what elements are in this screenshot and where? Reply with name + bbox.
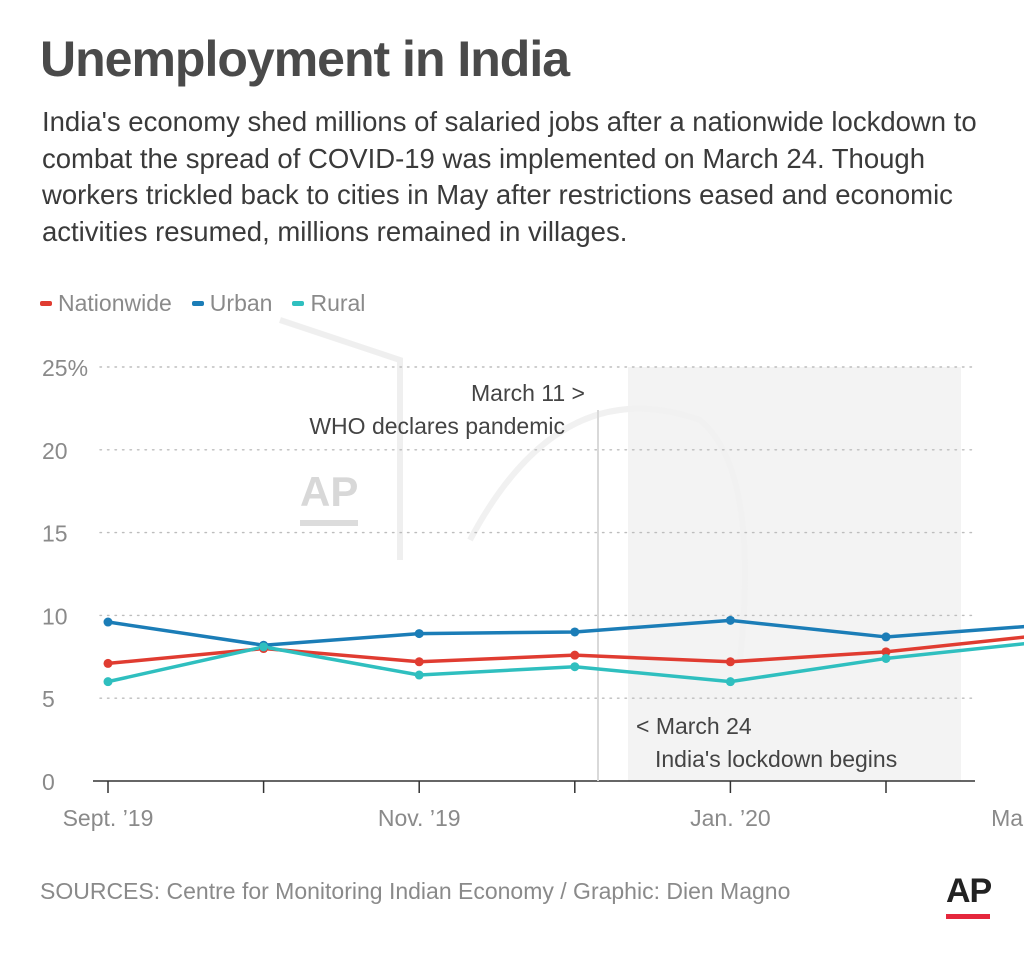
ap-logo-text: AP: [946, 872, 992, 910]
y-tick-label: 0: [42, 769, 55, 795]
source-note: SOURCES: Centre for Monitoring Indian Ec…: [40, 878, 791, 904]
data-point-urban: [103, 617, 113, 627]
data-point-rural: [259, 642, 269, 652]
ap-logo: AP: [946, 872, 992, 919]
chart-subtitle: India's economy shed millions of salarie…: [42, 106, 977, 247]
y-tick-label: 10: [42, 603, 68, 629]
watermark-stroke: [279, 317, 403, 560]
series-line-nationwide: [106, 635, 1024, 666]
y-tick-label: 20: [42, 438, 68, 464]
data-point-rural: [103, 677, 113, 687]
watermark-ap-bar: [300, 520, 358, 526]
x-tick-label: Nov. ’19: [378, 805, 461, 831]
y-tick-label: 25%: [42, 355, 88, 381]
legend-item-nationwide: Nationwide: [40, 290, 172, 317]
y-tick-label: 5: [42, 686, 55, 712]
annotation-march-24-date: < March 24: [636, 713, 752, 739]
data-point-urban: [881, 632, 891, 642]
data-point-nationwide: [414, 657, 424, 667]
legend-label-rural: Rural: [310, 290, 366, 316]
data-point-urban: [414, 629, 424, 639]
ap-logo-bar: [946, 914, 990, 919]
data-point-rural: [725, 677, 735, 687]
legend-item-urban: Urban: [191, 290, 273, 317]
data-point-rural: [881, 653, 891, 663]
legend-swatch-urban: [191, 301, 204, 306]
x-tick-label: March ’20: [991, 805, 1024, 831]
x-tick-label: Sept. ’19: [63, 805, 154, 831]
x-tick-label: Jan. ’20: [690, 805, 771, 831]
watermark-ap-text: AP: [300, 468, 358, 515]
watermark-arc: [467, 405, 748, 661]
data-point-nationwide: [881, 647, 891, 657]
legend-item-rural: Rural: [292, 290, 365, 317]
legend-swatch-nationwide: [40, 301, 52, 306]
legend-label-urban: Urban: [209, 290, 273, 316]
chart-title: Unemployment in India: [40, 31, 570, 87]
annotation-march-11-date: March 11 >: [471, 380, 585, 406]
data-point-urban: [725, 615, 735, 625]
y-tick-label: 15: [42, 521, 68, 547]
data-point-nationwide: [725, 657, 735, 667]
data-point-urban: [570, 627, 580, 637]
legend-label-nationwide: Nationwide: [58, 290, 172, 316]
data-point-rural: [414, 670, 424, 680]
series-line-rural: [106, 642, 1024, 684]
legend-swatch-rural: [292, 301, 305, 306]
data-point-nationwide: [570, 650, 580, 660]
legend: Nationwide Urban Rural: [40, 290, 365, 317]
data-point-nationwide: [103, 658, 113, 668]
lockdown-shade: [628, 367, 961, 781]
series-line-urban: [106, 618, 1024, 647]
annotation-march-11-text: WHO declares pandemic: [309, 413, 565, 439]
data-point-rural: [570, 662, 580, 672]
annotation-march-24-text: India's lockdown begins: [655, 746, 897, 772]
